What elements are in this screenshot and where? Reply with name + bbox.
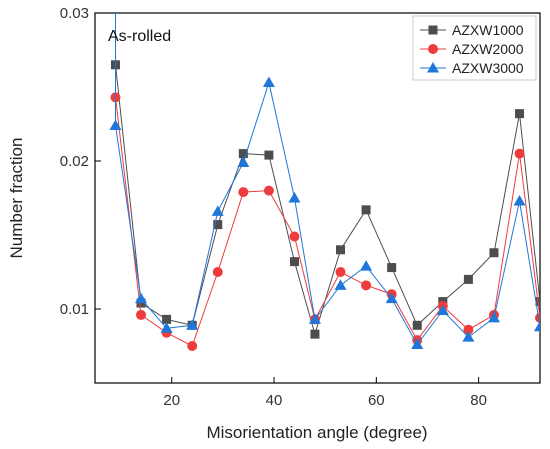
data-point-azxw3000-2 — [160, 322, 173, 333]
data-point-azxw1000-6 — [264, 150, 274, 160]
data-point-azxw3000-12 — [411, 338, 424, 350]
data-point-azxw2000-10 — [361, 280, 372, 291]
legend-item-azxw3000: AZXW3000 — [420, 60, 524, 76]
data-point-azxw3000-7 — [288, 192, 301, 203]
x-tick-label: 80 — [470, 392, 487, 409]
data-point-azxw1000-9 — [336, 245, 346, 255]
series-layer — [109, 13, 540, 351]
x-axis-title: Misorientation angle (degree) — [206, 423, 427, 442]
data-point-azxw1000-4 — [213, 220, 223, 230]
data-point-azxw1000-16 — [515, 109, 525, 119]
x-tick-label: 60 — [368, 392, 385, 409]
legend: AZXW1000 AZXW2000 AZXW3000 — [412, 15, 537, 81]
data-point-azxw2000-1 — [136, 309, 147, 320]
legend-label: AZXW1000 — [452, 22, 524, 38]
data-point-azxw3000-17 — [534, 320, 540, 332]
data-point-azxw3000-6 — [262, 76, 275, 88]
legend-marker-azxw3000 — [427, 62, 439, 73]
data-point-azxw3000-1 — [135, 292, 148, 304]
ticks-layer: 20 40 60 80 0.01 0.02 0.03 — [60, 5, 487, 409]
x-tick-label: 20 — [163, 392, 180, 409]
data-point-azxw2000-6 — [263, 185, 274, 196]
x-tick-label: 40 — [266, 392, 283, 409]
data-point-azxw1000-8 — [310, 329, 320, 339]
data-point-azxw3000-0 — [109, 119, 122, 130]
data-point-azxw3000-16 — [513, 194, 526, 206]
legend-label: AZXW2000 — [452, 41, 524, 57]
data-point-azxw3000-9 — [334, 279, 347, 290]
data-point-azxw2000-14 — [463, 324, 474, 335]
data-point-azxw3000-15 — [487, 311, 500, 323]
legend-marker-azxw1000 — [428, 25, 438, 35]
y-tick-label: 0.01 — [60, 301, 89, 318]
data-point-azxw1000-2 — [162, 314, 172, 324]
data-point-azxw3000-13 — [436, 304, 449, 315]
annotation-label: As-rolled — [108, 28, 171, 45]
data-point-azxw2000-3 — [187, 341, 198, 351]
legend-item-azxw2000: AZXW2000 — [420, 41, 524, 57]
y-tick-label: 0.03 — [60, 5, 89, 22]
data-point-azxw3000-10 — [360, 260, 373, 271]
data-point-azxw3000-11 — [385, 292, 398, 304]
data-point-azxw2000-16 — [514, 148, 525, 159]
data-point-azxw1000-15 — [489, 248, 499, 258]
data-point-azxw1000-10 — [361, 205, 371, 215]
legend-label: AZXW3000 — [452, 60, 524, 76]
data-point-azxw1000-7 — [289, 257, 299, 267]
data-point-azxw1000-12 — [412, 320, 422, 330]
data-point-azxw2000-5 — [238, 187, 249, 198]
legend-item-azxw1000: AZXW1000 — [420, 22, 524, 38]
data-point-azxw1000-5 — [238, 149, 248, 159]
data-point-azxw3000-14 — [462, 331, 475, 342]
data-point-azxw3000-3 — [186, 319, 199, 330]
data-point-azxw2000-7 — [289, 231, 300, 242]
data-point-azxw3000-5 — [237, 156, 250, 167]
data-point-azxw3000-4 — [211, 205, 224, 216]
data-point-azxw1000-14 — [463, 274, 473, 284]
data-point-azxw2000-4 — [212, 267, 223, 277]
data-point-azxw1000-11 — [387, 263, 397, 273]
data-point-azxw2000-9 — [335, 267, 346, 277]
y-axis-title: Number fraction — [7, 138, 26, 259]
series-azxw3000 — [109, 13, 540, 350]
legend-marker-azxw2000 — [428, 44, 438, 54]
data-point-azxw3000-8 — [308, 313, 321, 324]
y-tick-label: 0.02 — [60, 153, 89, 170]
